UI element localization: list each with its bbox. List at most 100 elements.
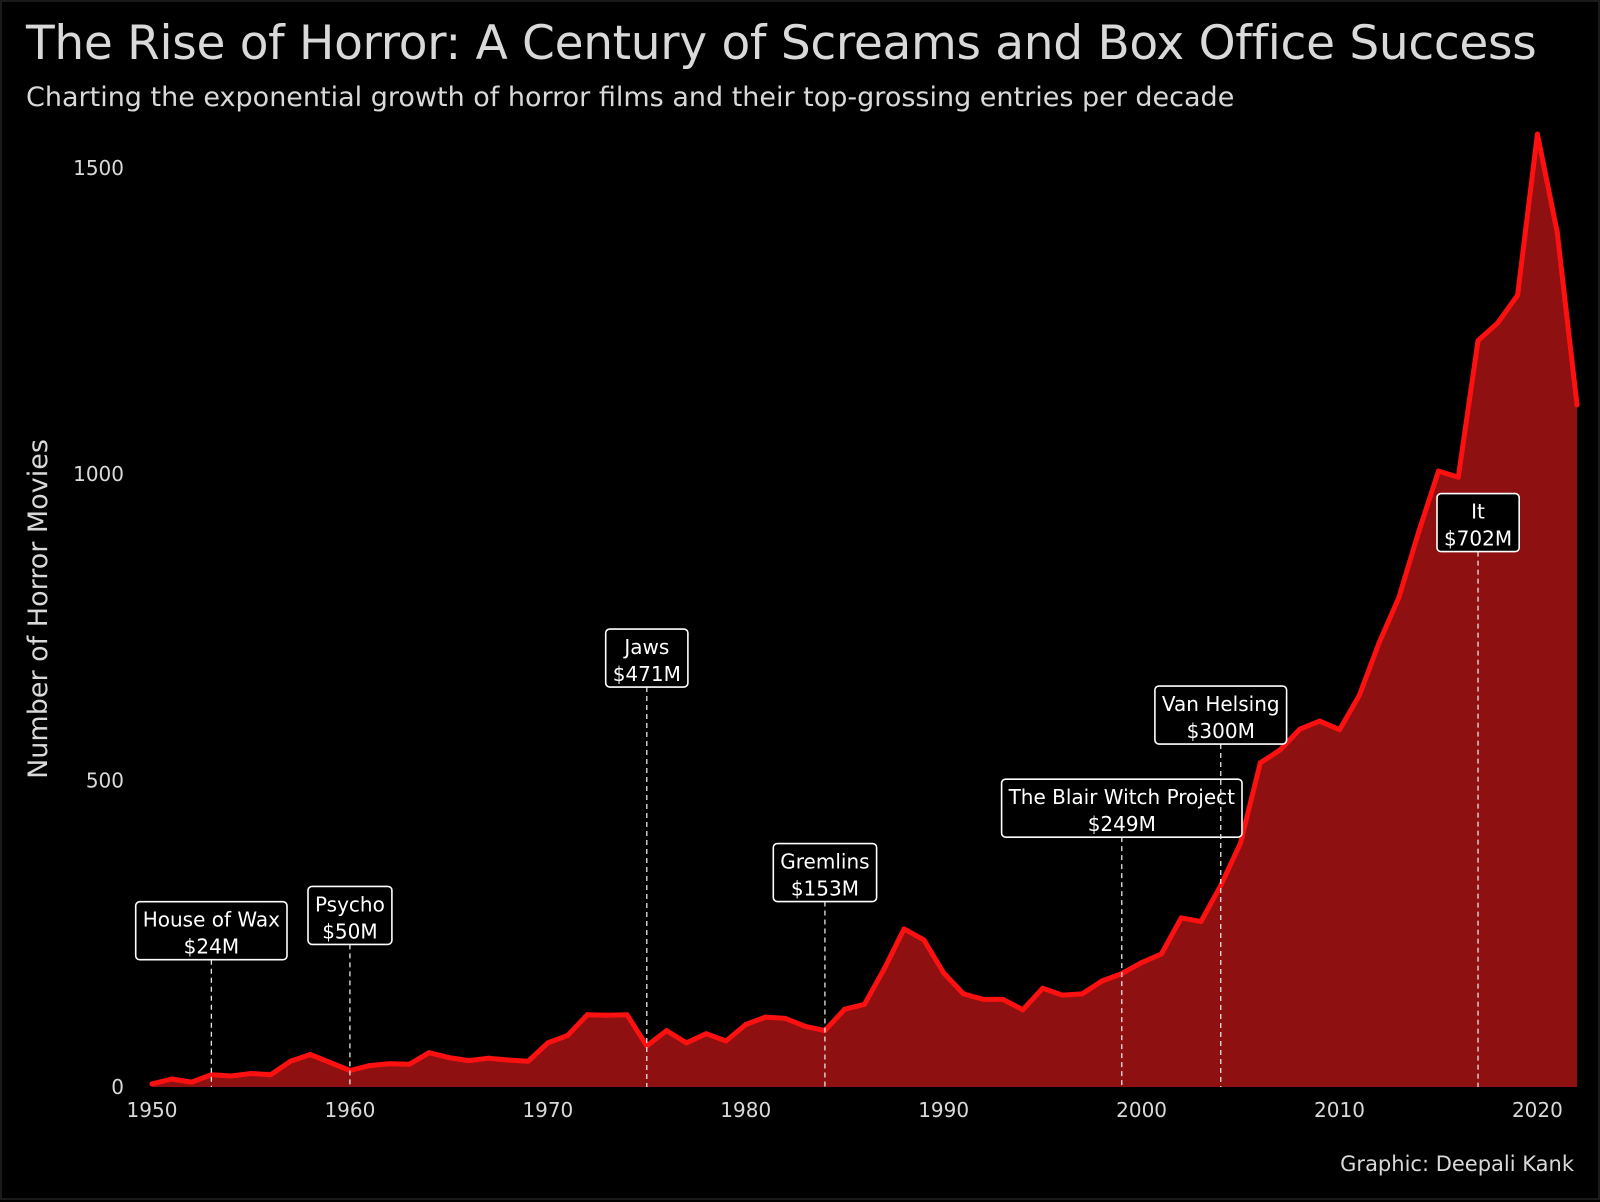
data-point-1993 [1000, 996, 1006, 1002]
data-point-1981 [763, 1014, 768, 1020]
data-point-1976 [664, 1028, 670, 1034]
data-point-1955 [248, 1071, 254, 1076]
data-point-1952 [189, 1079, 195, 1085]
data-point-1950 [149, 1081, 155, 1087]
data-point-2011 [1356, 692, 1362, 698]
data-points [149, 131, 1580, 1087]
annotation-gross: $50M [322, 919, 377, 943]
x-tick-label: 1950 [127, 1098, 178, 1122]
annotation-movie-title: The Blair Witch Project [1008, 785, 1236, 809]
data-point-1991 [961, 991, 966, 997]
data-point-1963 [406, 1061, 412, 1067]
annotation-box [307, 885, 393, 946]
data-point-1996 [1059, 992, 1065, 998]
data-point-1954 [228, 1073, 234, 1079]
data-point-1972 [584, 1012, 590, 1018]
data-point-2000 [1139, 960, 1145, 966]
data-point-1997 [1079, 991, 1085, 997]
x-axis: 1950 1960 1970 1980 1990 2000 2010 2020 [127, 1098, 1563, 1122]
annotation-box [1154, 685, 1288, 745]
x-tick-label: 1990 [918, 1098, 969, 1122]
data-point-2006 [1257, 760, 1263, 766]
data-point-1970 [545, 1040, 551, 1046]
data-point-1959 [327, 1060, 333, 1065]
data-point-2020 [1534, 131, 1540, 137]
annotation-box [134, 900, 288, 961]
data-point-2007 [1277, 747, 1283, 753]
data-point-1973 [604, 1012, 610, 1018]
data-point-2019 [1515, 292, 1521, 298]
data-point-1964 [426, 1050, 432, 1056]
data-point-1989 [921, 937, 927, 943]
x-tick-label: 1980 [720, 1098, 771, 1122]
annotation-movie-title: House of Wax [143, 908, 280, 932]
data-point-2009 [1317, 718, 1323, 724]
annotation-movie-title: It [1471, 500, 1485, 524]
data-point-1985 [842, 1006, 848, 1012]
data-point-1986 [862, 1001, 867, 1007]
annotation-box [604, 628, 689, 688]
data-point-1962 [387, 1061, 392, 1067]
chart-title: The Rise of Horror: A Century of Screams… [26, 16, 1537, 71]
annotation-the-blair-witch-project: The Blair Witch Project $249M [1000, 778, 1243, 1087]
data-point-2012 [1376, 640, 1382, 646]
data-point-2017 [1475, 338, 1481, 344]
x-tick-label: 2000 [1116, 1098, 1167, 1122]
data-point-1980 [743, 1022, 749, 1027]
y-tick-label: 500 [86, 769, 124, 793]
credit-text: Graphic: Deepali Kank [1340, 1152, 1574, 1176]
annotation-movie-title: Jaws [622, 635, 669, 659]
data-point-1953 [208, 1072, 214, 1078]
data-point-2008 [1297, 726, 1303, 732]
data-point-1998 [1099, 978, 1105, 984]
annotation-movie-title: Psycho [315, 892, 385, 916]
annotation-gross: $249M [1088, 812, 1156, 836]
annotation-box [1000, 778, 1243, 838]
data-point-1987 [881, 966, 887, 972]
y-tick-label: 1000 [73, 462, 124, 486]
chart-subtitle: Charting the exponential growth of horro… [26, 82, 1235, 113]
data-point-1994 [1020, 1007, 1026, 1013]
data-point-1983 [802, 1023, 808, 1029]
data-point-2005 [1238, 840, 1243, 846]
annotation-box [1436, 492, 1520, 553]
data-point-1968 [505, 1057, 511, 1063]
y-axis-title: Number of Horror Movies [23, 439, 54, 779]
annotation-gross: $24M [184, 935, 239, 959]
data-point-2022 [1574, 402, 1580, 408]
data-point-1967 [486, 1055, 491, 1061]
data-point-1969 [525, 1058, 531, 1064]
data-point-1988 [901, 926, 907, 932]
annotation-box [772, 842, 878, 903]
data-point-2018 [1495, 320, 1501, 326]
data-point-1995 [1040, 985, 1046, 991]
annotation-gross: $471M [613, 662, 681, 686]
annotation-gross: $153M [791, 877, 859, 901]
data-point-2010 [1337, 727, 1342, 733]
data-point-2002 [1178, 915, 1184, 921]
annotation-movie-title: Van Helsing [1162, 692, 1280, 716]
data-point-1990 [941, 970, 947, 976]
data-point-2003 [1198, 919, 1204, 924]
x-tick-label: 2010 [1314, 1098, 1365, 1122]
data-point-2015 [1436, 468, 1441, 474]
data-point-1974 [624, 1012, 630, 1018]
annotation-psycho: Psycho $50M [307, 885, 393, 1087]
data-point-2001 [1158, 951, 1164, 957]
data-point-1992 [980, 996, 986, 1002]
data-point-1957 [288, 1058, 293, 1064]
data-point-1971 [565, 1033, 571, 1038]
x-tick-label: 2020 [1512, 1098, 1563, 1122]
annotation-van-helsing: Van Helsing $300M [1154, 685, 1288, 1087]
data-point-1975 [644, 1043, 650, 1049]
x-tick-label: 1970 [522, 1098, 573, 1122]
annotation-house-of-wax: House of Wax $24M [134, 900, 288, 1087]
data-point-2004 [1218, 882, 1224, 888]
data-point-1978 [703, 1031, 709, 1037]
annotation-jaws: Jaws $471M [604, 628, 689, 1087]
y-axis: 0 500 1000 1500 [73, 156, 124, 1099]
data-point-1965 [446, 1055, 452, 1061]
data-point-2016 [1455, 474, 1461, 480]
